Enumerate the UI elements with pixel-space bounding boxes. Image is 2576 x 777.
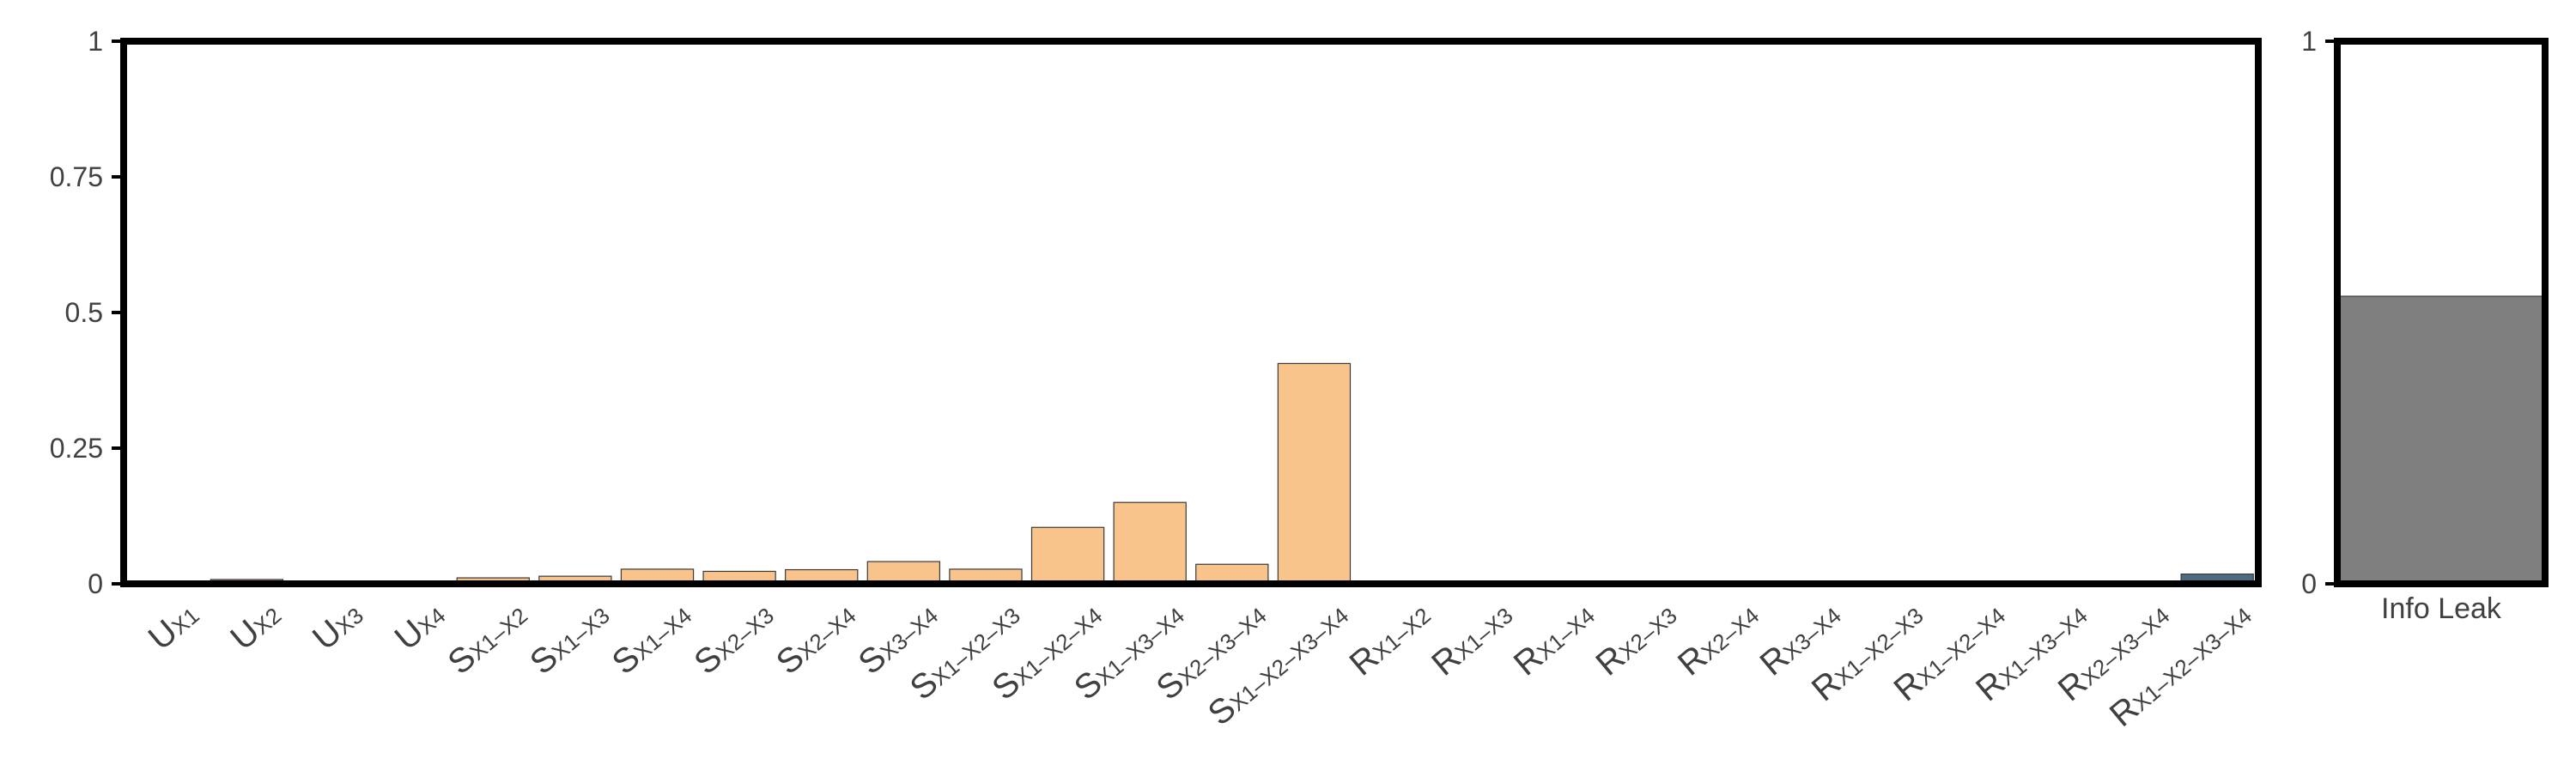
x-tick-label-2: UX3 [306, 595, 370, 658]
x-tick-label-15: RX1–X2 [1343, 595, 1437, 683]
x-tick-label-0: UX1 [142, 595, 206, 658]
svg-text:UX3: UX3 [306, 595, 370, 658]
x-tick-label-18: RX2–X3 [1589, 595, 1683, 683]
side-y-tick-label-0: 0 [2301, 568, 2317, 599]
svg-text:RX2–X4: RX2–X4 [1671, 595, 1765, 683]
side-x-tick-label: Info Leak [2381, 592, 2502, 625]
y-tick-label-1: 0.25 [50, 433, 103, 464]
x-tick-label-19: RX2–X4 [1671, 595, 1765, 683]
info-decomposition-bar-chart: 00.250.50.751 UX1 UX2 UX3 UX4SX1–X2SX1–X3SX… [50, 26, 2262, 735]
y-tick-label-0: 0 [88, 568, 103, 599]
info-leak-bar-chart: 01 Info Leak [2301, 26, 2549, 625]
x-tick-label-6: SX1–X4 [605, 595, 699, 683]
svg-text:SX1–X4: SX1–X4 [605, 595, 699, 682]
x-tick-subscript: X1–X3 [547, 603, 615, 665]
x-tick-label-5: SX1–X3 [523, 595, 617, 683]
main-bars [128, 362, 2254, 585]
svg-text:SX2–X4: SX2–X4 [769, 595, 863, 682]
y-tick-label-4: 1 [88, 26, 103, 57]
x-tick-label-16: RX1–X3 [1425, 595, 1519, 683]
x-tick-subscript: X1–X2 [465, 603, 532, 665]
x-tick-label-7: SX2–X3 [687, 595, 781, 683]
svg-text:RX2–X3: RX2–X3 [1589, 595, 1683, 683]
svg-text:SX2–X3: SX2–X3 [687, 595, 781, 682]
x-tick-subscript: X2–X4 [793, 603, 860, 665]
x-tick-label-1: UX2 [223, 595, 288, 658]
x-tick-subscript: X3–X4 [875, 603, 943, 665]
side-x-axis: Info Leak [2381, 592, 2502, 625]
bar-12 [1113, 501, 1187, 585]
y-tick-label-2: 0.5 [65, 297, 103, 328]
y-tick-label-3: 0.75 [50, 161, 103, 192]
svg-text:RX1–X2: RX1–X2 [1343, 595, 1437, 683]
bar-14 [1277, 362, 1352, 585]
x-tick-subscript: X2–X3 [711, 603, 779, 665]
x-tick-label-3: UX4 [388, 595, 453, 658]
x-tick-subscript: X1–X4 [629, 603, 696, 665]
bar-11 [1030, 526, 1105, 585]
x-tick-label-4: SX1–X2 [441, 595, 535, 683]
main-x-axis: UX1 UX2 UX3 UX4SX1–X2SX1–X3SX1–X4SX2–X3SX2–… [142, 595, 2258, 735]
svg-text:SX1–X3: SX1–X3 [523, 595, 617, 682]
side-plot-frame [2334, 38, 2549, 587]
main-y-axis: 0 0.25 0.5 0.75 1 [50, 26, 124, 599]
x-tick-label-17: RX1–X4 [1507, 595, 1601, 683]
svg-text:RX1–X4: RX1–X4 [1507, 595, 1601, 683]
main-plot-frame [120, 38, 2262, 587]
svg-text:RX1–X2–X3–X4: RX1–X2–X3–X4 [2103, 595, 2258, 734]
svg-text:UX1: UX1 [142, 595, 206, 658]
x-tick-subscript: X3–X4 [1778, 603, 1846, 665]
x-tick-label-8: SX2–X4 [769, 595, 863, 683]
x-tick-label-14: SX1–X2–X3–X4 [1201, 595, 1355, 733]
svg-text:RX1–X3: RX1–X3 [1425, 595, 1519, 683]
svg-text:SX1–X2–X3–X4: SX1–X2–X3–X4 [1201, 595, 1355, 733]
x-tick-label-25: RX1–X2–X3–X4 [2103, 595, 2258, 735]
side-y-axis: 01 [2301, 26, 2337, 599]
info-leak-bar [2336, 295, 2546, 585]
svg-text:UX4: UX4 [388, 595, 453, 658]
side-y-tick-label-1: 1 [2301, 26, 2317, 57]
side-bars [2336, 295, 2546, 585]
svg-text:SX1–X2: SX1–X2 [441, 595, 535, 682]
svg-text:UX2: UX2 [223, 595, 288, 658]
